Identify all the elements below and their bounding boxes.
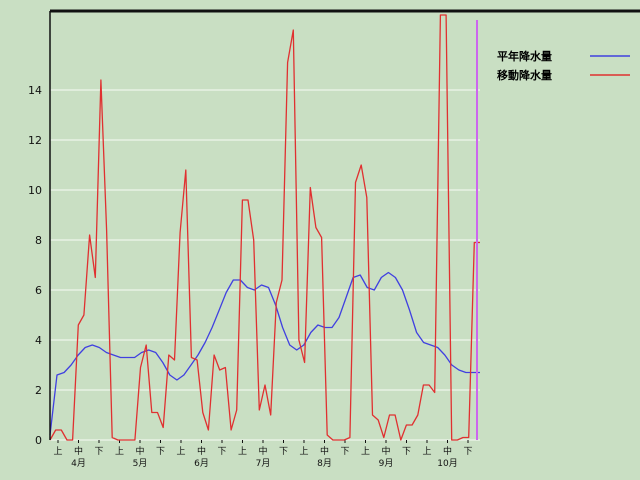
x-tick-label: 上 xyxy=(53,446,62,457)
x-tick-label: 下 xyxy=(463,447,472,457)
x-tick-label: 上 xyxy=(361,446,370,457)
legend-label-normal: 平年降水量 xyxy=(497,49,552,63)
x-month-label: 10月 xyxy=(437,458,457,469)
x-tick-label: 中 xyxy=(135,445,144,457)
series-lines xyxy=(49,14,480,441)
x-tick-label: 中 xyxy=(381,445,390,457)
legend-label-moving: 移動降水量 xyxy=(497,68,552,82)
x-month-label: 7月 xyxy=(256,458,271,469)
y-tick-label: 2 xyxy=(35,384,42,397)
x-month-label: 4月 xyxy=(71,458,86,469)
y-tick-label: 0 xyxy=(35,434,42,447)
x-tick-label: 下 xyxy=(217,447,226,457)
x-month-label: 9月 xyxy=(379,458,394,469)
x-tick-label: 上 xyxy=(115,446,124,457)
x-tick-label: 中 xyxy=(197,445,206,457)
x-tick-label: 上 xyxy=(299,446,308,457)
x-tick-label: 上 xyxy=(238,446,247,457)
x-month-label: 8月 xyxy=(317,458,332,469)
y-tick-label: 6 xyxy=(35,284,42,297)
x-tick-label: 上 xyxy=(176,446,185,457)
x-tick-label: 上 xyxy=(422,446,431,457)
legend: 平年降水量 移動降水量 xyxy=(497,49,630,82)
x-tick-label: 下 xyxy=(279,447,288,457)
y-tick-label: 10 xyxy=(28,184,42,197)
x-tick-label: 中 xyxy=(443,445,452,457)
x-tick-label: 中 xyxy=(74,445,83,457)
y-tick-label: 4 xyxy=(35,334,42,347)
x-tick-label: 中 xyxy=(258,445,267,457)
x-axis-ticks: 上中下上中下上中下上中下上中下上中下上中下4月 5月 6月 7月 8月 9月 10月 xyxy=(53,440,473,469)
x-month-label: 6月 xyxy=(194,458,209,469)
x-tick-label: 下 xyxy=(156,447,165,457)
y-tick-label: 12 xyxy=(28,134,42,147)
x-tick-label: 中 xyxy=(320,445,329,457)
x-tick-label: 下 xyxy=(402,447,411,457)
series-line-moving xyxy=(49,14,480,441)
y-axis-ticks: 0 2 4 6 8 10 12 14 xyxy=(28,84,42,447)
y-tick-label: 8 xyxy=(35,234,42,247)
x-month-label: 5月 xyxy=(133,458,148,469)
series-line-normal xyxy=(49,271,480,436)
x-tick-label: 下 xyxy=(94,447,103,457)
x-tick-label: 下 xyxy=(340,447,349,457)
y-tick-label: 14 xyxy=(28,84,42,97)
